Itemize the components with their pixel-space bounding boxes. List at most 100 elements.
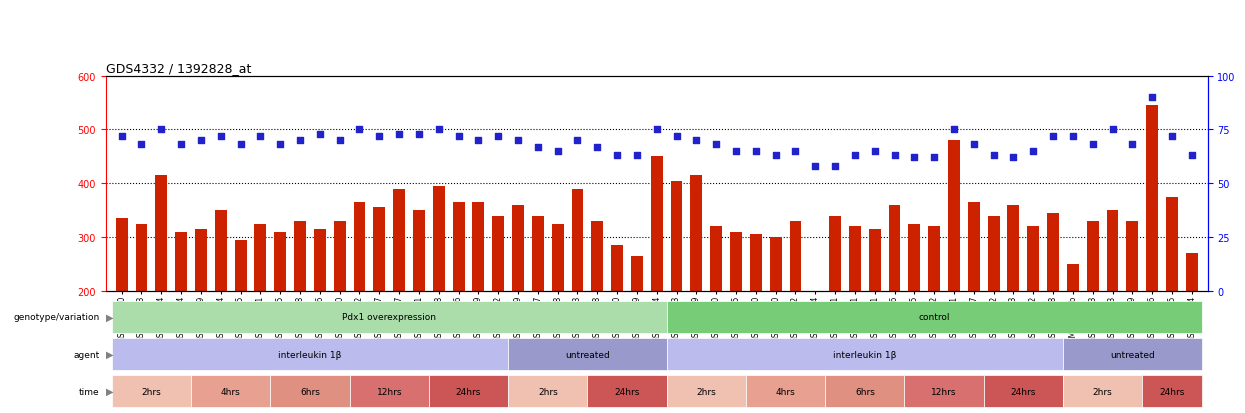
Point [112,133,132,140]
FancyBboxPatch shape [112,338,508,370]
Point [825,163,845,170]
Point [548,148,568,155]
Point [666,133,686,140]
Text: 24hrs: 24hrs [614,387,640,396]
Point [171,142,190,148]
Bar [314,230,326,399]
Text: 12hrs: 12hrs [931,387,957,396]
Bar [611,245,622,399]
Text: ▶: ▶ [106,349,113,359]
FancyBboxPatch shape [666,338,1063,370]
Bar [294,221,306,399]
FancyBboxPatch shape [904,375,984,407]
Text: 4hrs: 4hrs [776,387,796,396]
Bar [274,232,286,399]
Text: interleukin 1β: interleukin 1β [278,350,341,358]
Bar [730,232,742,399]
FancyBboxPatch shape [508,338,666,370]
Bar [453,203,464,399]
Bar [710,227,722,399]
Text: 2hrs: 2hrs [142,387,162,396]
Bar [591,221,604,399]
Point [885,152,905,159]
Bar [156,176,167,399]
FancyBboxPatch shape [1142,375,1201,407]
Bar [809,299,822,399]
Bar [195,230,207,399]
Bar [334,221,346,399]
Bar [691,176,702,399]
Bar [1027,227,1040,399]
Point [350,127,370,133]
Point [290,138,310,144]
Bar [869,230,880,399]
Bar [631,256,642,399]
FancyBboxPatch shape [666,375,746,407]
FancyBboxPatch shape [1063,338,1201,370]
Point [1003,155,1023,161]
Bar [532,216,544,399]
Bar [889,205,900,399]
Text: untreated: untreated [1111,350,1154,358]
Point [132,142,152,148]
Point [408,131,428,138]
FancyBboxPatch shape [190,375,270,407]
Text: 12hrs: 12hrs [376,387,402,396]
Point [706,142,726,148]
Bar [769,237,782,399]
Point [964,142,984,148]
Point [1103,127,1123,133]
Bar [413,211,425,399]
Bar [749,235,762,399]
Bar [967,203,980,399]
Bar [1047,213,1059,399]
Point [608,152,627,159]
Bar [1107,211,1118,399]
Bar [947,141,960,399]
Point [390,131,410,138]
Point [924,155,944,161]
Text: genotype/variation: genotype/variation [14,313,100,321]
Text: ▶: ▶ [106,312,113,322]
Bar [136,224,147,399]
Point [210,133,230,140]
Point [310,131,330,138]
FancyBboxPatch shape [1063,375,1142,407]
Text: time: time [78,387,100,396]
Point [845,152,865,159]
FancyBboxPatch shape [428,375,508,407]
Point [1162,133,1182,140]
Bar [215,211,227,399]
Point [568,138,588,144]
FancyBboxPatch shape [588,375,666,407]
Text: 4hrs: 4hrs [220,387,240,396]
FancyBboxPatch shape [984,375,1063,407]
Point [766,152,786,159]
Bar [1067,264,1079,399]
Point [1182,152,1201,159]
Point [330,138,350,144]
Point [250,133,270,140]
Bar [571,189,584,399]
Bar [651,157,662,399]
Text: untreated: untreated [565,350,610,358]
Bar [987,216,1000,399]
Point [904,155,924,161]
Point [428,127,448,133]
Point [686,138,706,144]
FancyBboxPatch shape [508,375,588,407]
Point [1043,133,1063,140]
Bar [1147,106,1158,399]
Text: 24hrs: 24hrs [1159,387,1185,396]
Text: GDS4332 / 1392828_at: GDS4332 / 1392828_at [106,62,251,75]
Bar [234,240,247,399]
Bar [929,227,940,399]
Text: 2hrs: 2hrs [1093,387,1113,396]
Text: Pdx1 overexpression: Pdx1 overexpression [342,313,436,321]
Point [1083,142,1103,148]
FancyBboxPatch shape [746,375,825,407]
Point [726,148,746,155]
Bar [829,216,842,399]
Text: 24hrs: 24hrs [1011,387,1036,396]
Bar [354,203,366,399]
